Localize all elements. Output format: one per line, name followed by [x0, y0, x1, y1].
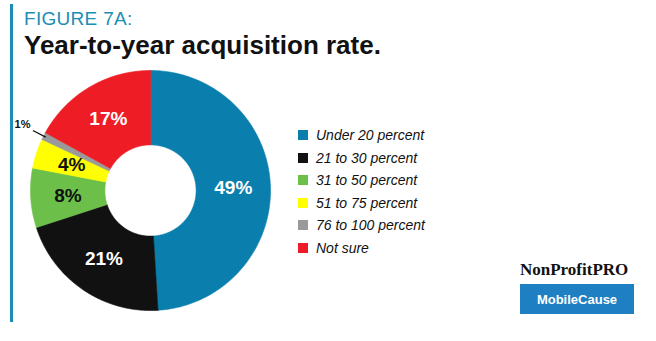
svg-text:4%: 4% [58, 154, 86, 175]
svg-text:8%: 8% [54, 185, 82, 206]
svg-text:1%: 1% [15, 118, 31, 130]
html-text:21 to 30 percent: 21 to 30 percent [316, 149, 418, 166]
svg-text:21%: 21% [85, 248, 123, 269]
svg-text:17%: 17% [89, 108, 127, 129]
html-text:FIGURE 7A:: FIGURE 7A: [24, 8, 133, 29]
html-text:51 to 75 percent: 51 to 75 percent [316, 194, 418, 211]
html-text:Year-to-year acquisition rate.: Year-to-year acquisition rate. [24, 30, 381, 60]
html-text:MobileCause: MobileCause [536, 291, 618, 307]
html-text:31 to 50 percent: 31 to 50 percent [316, 172, 418, 189]
html-text:76 to 100 percent: 76 to 100 percent [316, 217, 425, 234]
html-text:Under 20 percent: Under 20 percent [316, 127, 425, 144]
html-text:NonProfitPRO: NonProfitPRO [520, 260, 629, 279]
svg-text:49%: 49% [214, 177, 252, 198]
html-text:Not sure: Not sure [316, 239, 369, 256]
